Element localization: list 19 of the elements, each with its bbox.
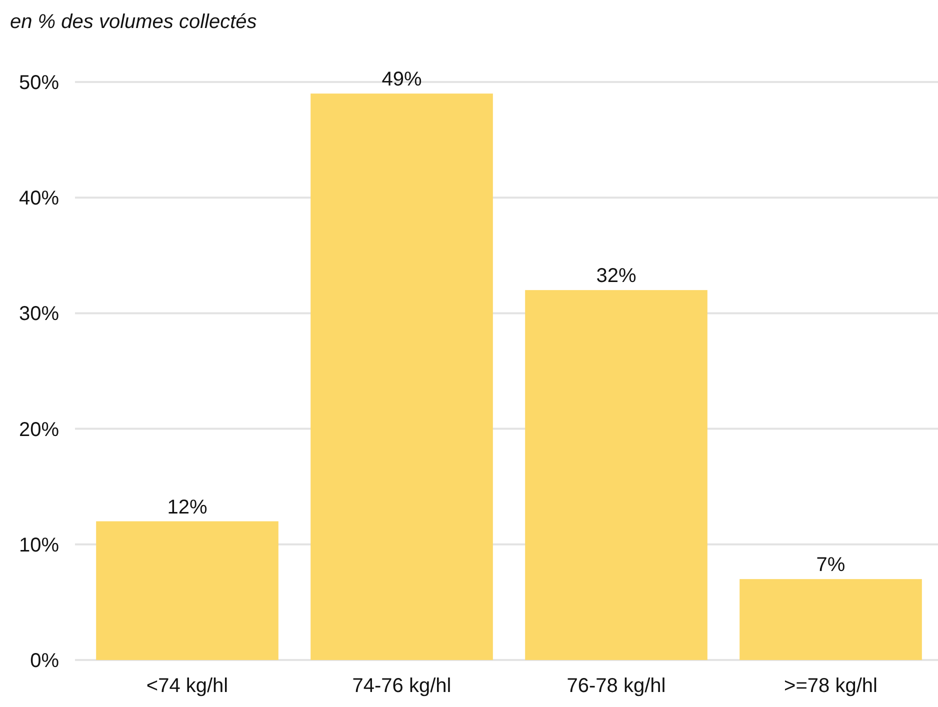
x-tick-label: <74 kg/hl — [146, 675, 228, 697]
data-label: 7% — [816, 554, 846, 576]
bar — [740, 579, 922, 660]
y-tick-label: 20% — [18, 418, 60, 441]
y-tick-label: 10% — [18, 534, 60, 556]
bar — [525, 290, 708, 660]
bar — [96, 521, 278, 660]
y-axis-title: en % des volumes collectés — [10, 11, 257, 33]
y-tick-label: 0% — [30, 650, 60, 672]
bar — [310, 94, 493, 660]
data-label: 49% — [382, 68, 422, 91]
y-tick-label: 30% — [18, 303, 60, 326]
y-tick-label: 50% — [18, 72, 60, 94]
data-label: 32% — [596, 265, 636, 288]
x-tick-label: 76-78 kg/hl — [566, 675, 666, 697]
x-tick-label: >=78 kg/hl — [784, 675, 878, 697]
data-label: 12% — [167, 496, 208, 518]
x-tick-label: 74-76 kg/hl — [352, 675, 452, 697]
y-tick-label: 40% — [18, 188, 60, 210]
